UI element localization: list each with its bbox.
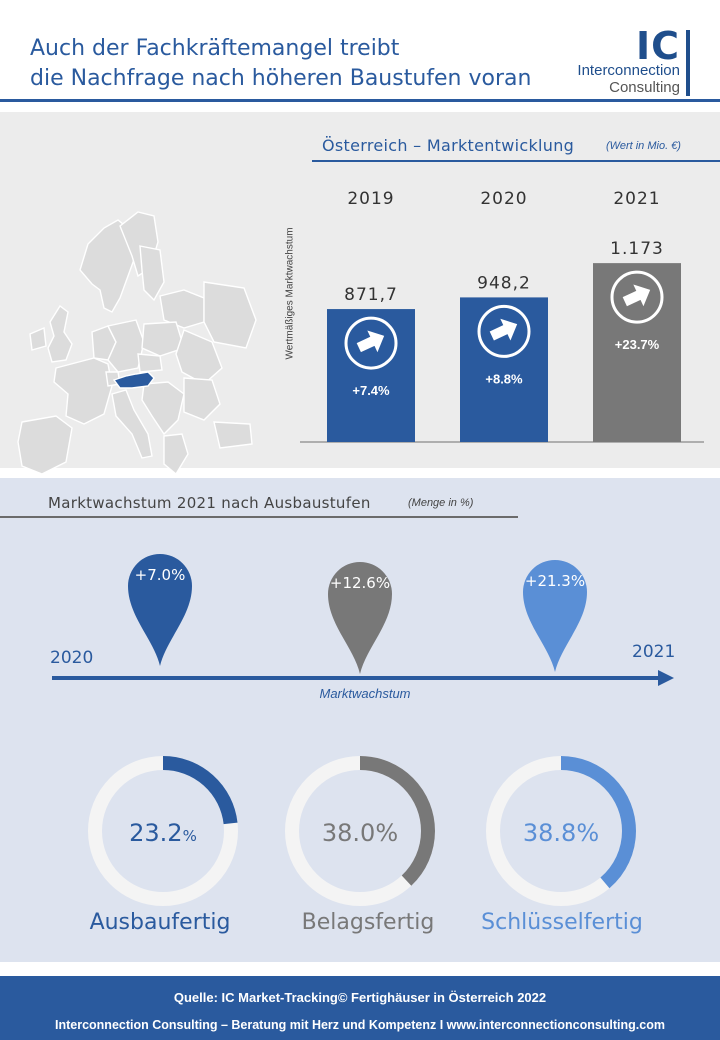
donut-segment xyxy=(285,756,435,906)
growth-chart-unit: (Menge in %) xyxy=(408,497,474,509)
pin-growth-label: +12.6% xyxy=(330,574,390,592)
timeline-end-year: 2021 xyxy=(632,642,676,662)
header-divider xyxy=(0,99,720,102)
logo-monogram: IC xyxy=(636,24,681,68)
map-pin-marker xyxy=(328,562,392,674)
bar-growth-label: +8.8% xyxy=(485,371,523,386)
bar-year-label: 2020 xyxy=(480,189,527,209)
footer: Quelle: IC Market-Tracking© Fertighäuser… xyxy=(0,976,720,1040)
donut-value-label: 38.8% xyxy=(523,819,599,847)
bar xyxy=(460,297,548,442)
arrow-up-right-icon xyxy=(610,270,664,324)
footer-tagline: Interconnection Consulting – Beratung mi… xyxy=(55,1018,665,1032)
donut-segment xyxy=(486,756,636,906)
bar-value-label: 1.173 xyxy=(610,239,664,259)
bar-growth-label: +23.7% xyxy=(615,337,660,352)
timeline-caption: Marktwachstum xyxy=(319,686,411,701)
donut-segment xyxy=(88,756,238,906)
source-note: Quelle: IC Market-Tracking© Fertighäuser… xyxy=(173,990,547,1005)
donut-category-label: Ausbaufertig xyxy=(89,910,231,935)
arrow-up-right-icon xyxy=(344,316,398,370)
donut-value-label: 23.2% xyxy=(129,819,197,847)
timeline-start-year: 2020 xyxy=(50,648,94,668)
logo-name-line1: Interconnection xyxy=(577,62,680,79)
bar-year-label: 2021 xyxy=(613,189,660,209)
map-pin-marker xyxy=(523,560,587,672)
map-pin-marker xyxy=(128,554,192,666)
header: Auch der Fachkräftemangel treibt die Nac… xyxy=(0,0,720,104)
page-title-line2: die Nachfrage nach höheren Baustufen vor… xyxy=(30,66,532,91)
donut-category-label: Belagsfertig xyxy=(301,910,435,935)
growth-by-level-panel: Marktwachstum 2021 nach Ausbaustufen (Me… xyxy=(0,478,720,962)
growth-title-rule xyxy=(0,516,518,518)
bar-value-label: 948,2 xyxy=(477,273,531,293)
bar xyxy=(327,309,415,442)
market-development-panel: Österreich – Marktentwicklung (Wert in M… xyxy=(0,112,720,476)
timeline-arrowhead xyxy=(658,670,674,686)
page-title-line1: Auch der Fachkräftemangel treibt xyxy=(30,36,400,61)
arrow-up-right-icon xyxy=(477,304,531,358)
growth-chart-title: Marktwachstum 2021 nach Ausbaustufen xyxy=(48,494,371,512)
growth-visual: +7.0% +12.6% +21.3% 23.2% 38.0% 38.8% xyxy=(52,554,674,906)
market-title-rule xyxy=(312,160,720,162)
market-chart-unit: (Wert in Mio. €) xyxy=(606,140,681,152)
europe-map xyxy=(17,211,257,476)
pin-growth-label: +21.3% xyxy=(525,572,585,590)
bar-year-label: 2019 xyxy=(347,189,394,209)
bar-value-label: 871,7 xyxy=(344,285,398,305)
pin-growth-label: +7.0% xyxy=(135,566,186,584)
donut-category-label: Schlüsselfertig xyxy=(481,910,643,935)
austria-highlight xyxy=(112,371,155,389)
logo-bar xyxy=(686,30,690,96)
market-bar-chart: 2019 871,7 +7.4% 2020 948,2 +8.8% 2021 1.173 +23… xyxy=(300,189,704,443)
market-chart-title: Österreich – Marktentwicklung xyxy=(322,136,575,155)
bar-growth-label: +7.4% xyxy=(352,383,390,398)
company-logo: IC Interconnection Consulting xyxy=(560,24,710,100)
logo-name-line2: Consulting xyxy=(609,79,680,96)
donut-value-label: 38.0% xyxy=(322,819,398,847)
